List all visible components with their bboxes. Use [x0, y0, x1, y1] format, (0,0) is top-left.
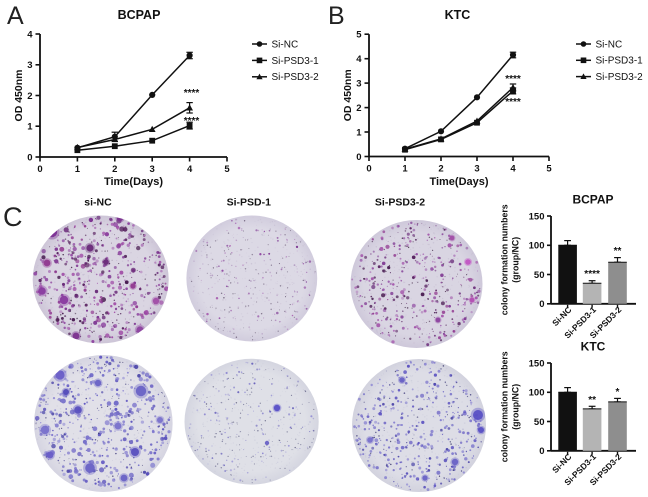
- svg-text:KTC: KTC: [581, 340, 606, 354]
- svg-text:3: 3: [150, 164, 155, 175]
- svg-text:1: 1: [402, 164, 408, 175]
- svg-text:1: 1: [27, 122, 33, 133]
- svg-text:A: A: [7, 2, 24, 30]
- svg-text:****: ****: [184, 88, 200, 99]
- svg-text:1: 1: [75, 164, 81, 175]
- svg-text:B: B: [328, 2, 345, 30]
- svg-text:Si-PSD3-2: Si-PSD3-2: [375, 197, 425, 209]
- svg-text:(group/NC): (group/NC): [511, 384, 521, 430]
- svg-text:BCPAP: BCPAP: [118, 8, 161, 22]
- svg-text:4: 4: [27, 29, 33, 40]
- svg-text:*: *: [616, 387, 620, 398]
- svg-text:2: 2: [438, 164, 443, 175]
- svg-text:2: 2: [27, 91, 32, 102]
- svg-text:150: 150: [529, 358, 545, 369]
- svg-text:KTC: KTC: [445, 8, 471, 22]
- svg-text:si-NC: si-NC: [84, 197, 112, 209]
- svg-text:0: 0: [539, 446, 544, 457]
- svg-text:OD 450nm: OD 450nm: [342, 69, 354, 121]
- svg-text:C: C: [3, 202, 23, 232]
- svg-text:150: 150: [529, 211, 545, 222]
- svg-text:0: 0: [539, 299, 544, 310]
- svg-text:0: 0: [27, 152, 32, 163]
- svg-text:Si-PSD3-2: Si-PSD3-2: [272, 72, 320, 83]
- svg-text:4: 4: [187, 164, 193, 175]
- svg-text:4: 4: [510, 164, 516, 175]
- svg-text:Si-PSD-1: Si-PSD-1: [227, 197, 272, 209]
- svg-text:50: 50: [534, 270, 545, 281]
- svg-text:**: **: [588, 395, 596, 406]
- svg-text:5: 5: [356, 30, 362, 41]
- svg-text:100: 100: [529, 388, 545, 399]
- svg-text:50: 50: [534, 417, 545, 428]
- svg-text:0: 0: [37, 164, 42, 175]
- svg-text:0: 0: [366, 164, 371, 175]
- svg-text:Time(Days): Time(Days): [429, 176, 488, 188]
- svg-text:Si-NC: Si-NC: [272, 39, 299, 50]
- svg-text:OD 450nm: OD 450nm: [13, 70, 25, 122]
- svg-text:(group/NC): (group/NC): [511, 237, 521, 283]
- svg-text:BCPAP: BCPAP: [572, 193, 613, 207]
- svg-text:****: ****: [184, 116, 200, 127]
- svg-text:Si-PSD3-1: Si-PSD3-1: [272, 56, 320, 67]
- svg-text:2: 2: [112, 164, 117, 175]
- svg-text:4: 4: [356, 54, 362, 65]
- svg-text:colony formation numbers: colony formation numbers: [500, 351, 510, 462]
- svg-text:Si-PSD3-2: Si-PSD3-2: [596, 72, 644, 83]
- svg-text:****: ****: [505, 97, 521, 108]
- svg-text:Si-PSD3-1: Si-PSD3-1: [596, 56, 644, 67]
- svg-text:5: 5: [546, 164, 552, 175]
- svg-text:0: 0: [356, 152, 361, 163]
- svg-text:1: 1: [356, 127, 362, 138]
- svg-text:100: 100: [529, 241, 545, 252]
- svg-text:Si-NC: Si-NC: [596, 39, 623, 50]
- svg-text:Time(Days): Time(Days): [104, 176, 163, 188]
- svg-text:****: ****: [584, 269, 600, 280]
- svg-text:3: 3: [356, 79, 361, 90]
- svg-text:2: 2: [356, 103, 361, 114]
- svg-text:****: ****: [505, 74, 521, 85]
- svg-text:colony formation numbers: colony formation numbers: [500, 204, 510, 315]
- svg-text:5: 5: [224, 164, 230, 175]
- svg-text:3: 3: [474, 164, 479, 175]
- svg-text:**: **: [614, 246, 622, 257]
- svg-text:3: 3: [27, 60, 32, 71]
